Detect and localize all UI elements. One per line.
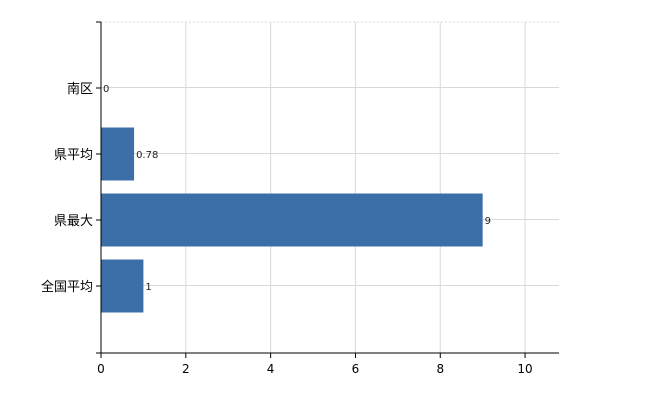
data-label: 0.78	[136, 150, 158, 161]
bars	[101, 127, 483, 313]
x-tick-label: 4	[267, 362, 275, 376]
grid-lines	[100, 21, 559, 353]
x-tick-label: 10	[517, 362, 532, 376]
x-tick-label: 2	[182, 362, 190, 376]
axes	[96, 21, 559, 358]
x-tick-label: 0	[97, 362, 105, 376]
data-label: 9	[485, 216, 491, 227]
x-tick-label: 6	[352, 362, 360, 376]
category-label: 全国平均	[41, 279, 93, 295]
data-label: 1	[145, 282, 151, 293]
labels: 0 南区 0.78 県平均 9 県最大 1 全国平均 0 2 4 6 8 10	[41, 81, 533, 376]
x-tick-label: 8	[436, 362, 444, 376]
data-label: 0	[103, 84, 109, 95]
category-label: 県最大	[54, 214, 93, 229]
category-label: 県平均	[54, 148, 93, 163]
bar	[101, 259, 144, 313]
bar	[101, 127, 135, 181]
bar	[101, 193, 483, 247]
category-label: 南区	[67, 81, 93, 97]
